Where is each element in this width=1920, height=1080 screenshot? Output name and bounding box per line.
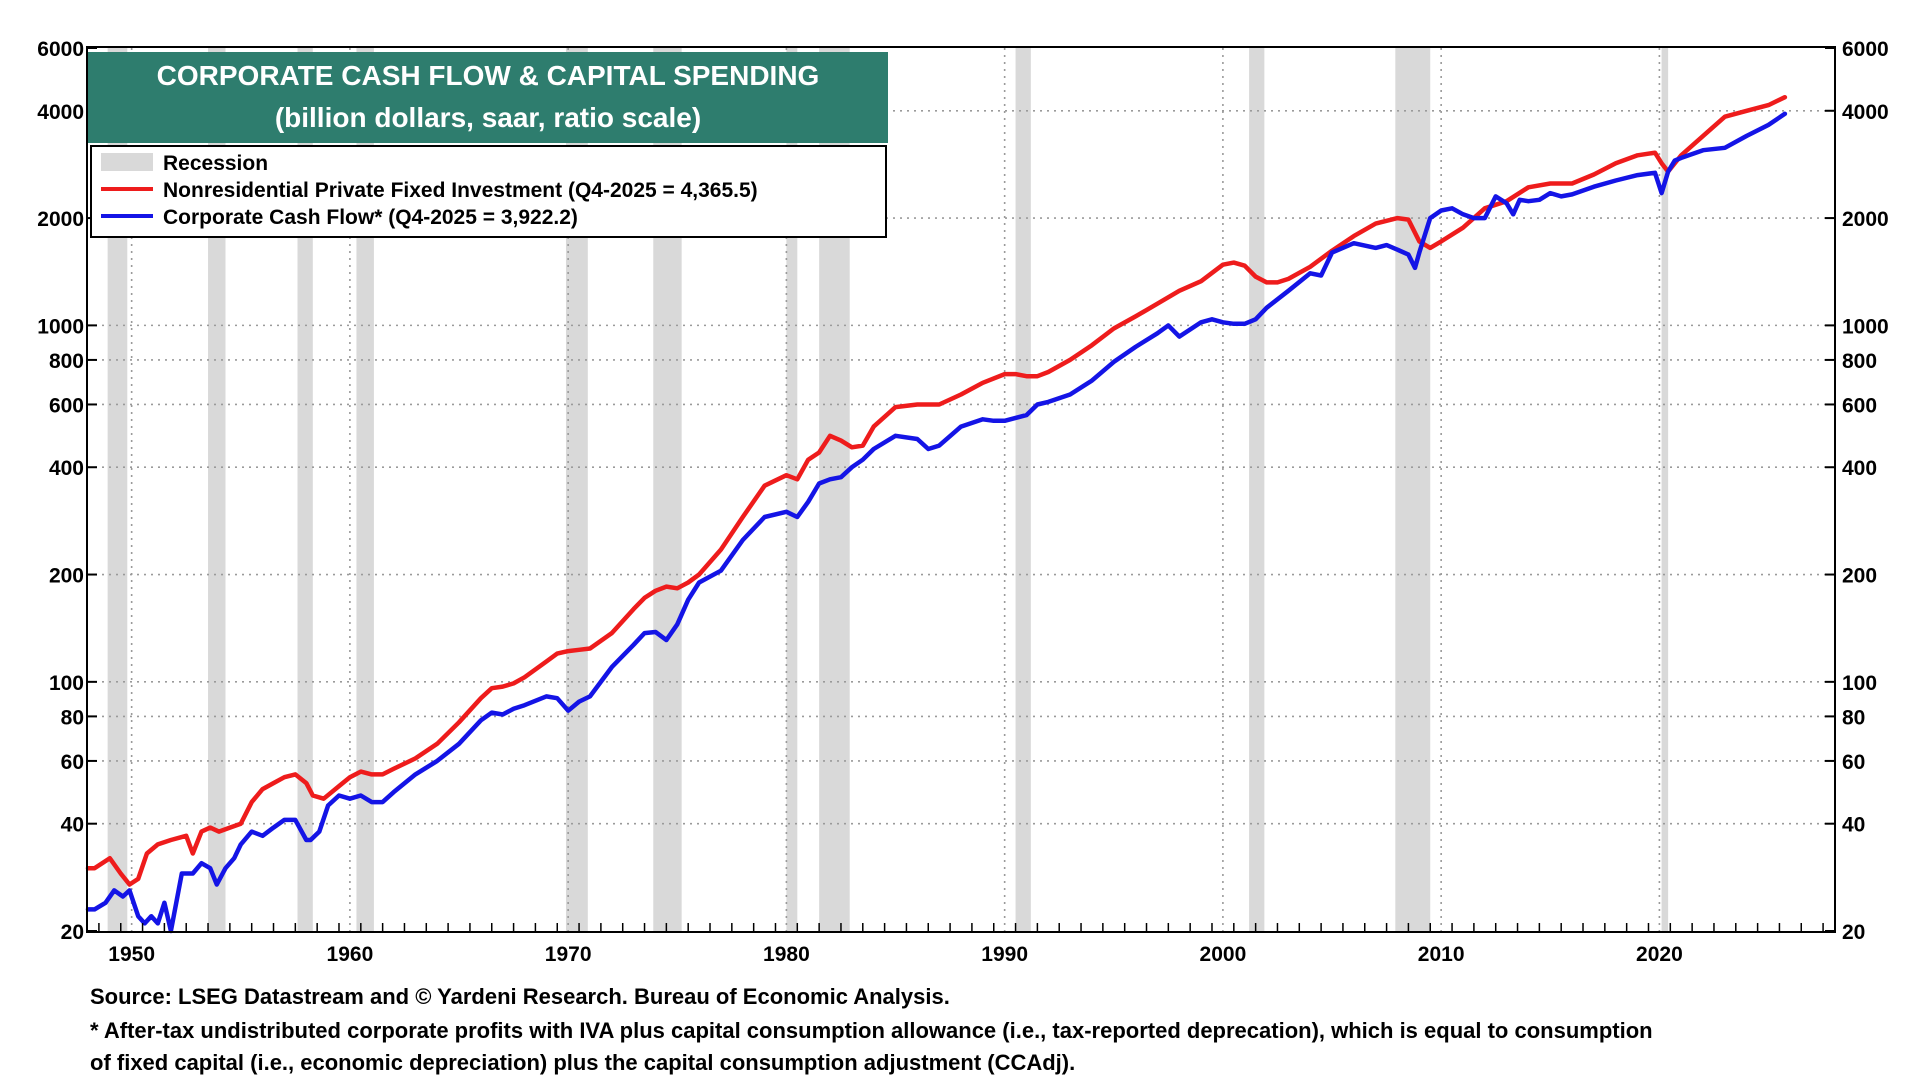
legend-cashflow-label: Corporate Cash Flow* (Q4-2025 = 3,922.2) xyxy=(163,206,578,229)
y-tick-label-left: 200 xyxy=(49,565,84,588)
plot-frame xyxy=(86,46,1836,933)
recession-band xyxy=(297,48,313,931)
y-tick-label-right: 2000 xyxy=(1842,208,1889,231)
chart-subtitle: (billion dollars, saar, ratio scale) xyxy=(275,102,701,133)
investment-line xyxy=(85,94,1788,887)
legend-box xyxy=(90,145,887,238)
x-tick-label: 1970 xyxy=(545,943,592,966)
y-tick-label-right: 80 xyxy=(1842,706,1865,729)
y-axis-labels-left: 20 40 60 80 100 200 400 600 800 1000 2000 4000 6000 xyxy=(37,38,84,944)
y-tick-label-left: 800 xyxy=(49,350,84,373)
chart-title: CORPORATE CASH FLOW & CAPITAL SPENDING xyxy=(157,60,820,91)
y-tick-label-right: 6000 xyxy=(1842,38,1889,61)
y-tick-label-left: 1000 xyxy=(37,315,84,338)
y-tick-label-right: 200 xyxy=(1842,565,1877,588)
recession-band xyxy=(208,48,226,931)
y-tick-label-left: 400 xyxy=(49,457,84,480)
y-axis-labels-right: 20 40 60 80 100 200 400 600 800 1000 2000 4000 6000 xyxy=(1842,38,1889,944)
y-tick-label-left: 40 xyxy=(61,814,84,837)
x-tick-label: 2000 xyxy=(1200,943,1247,966)
legend-recession-label: Recession xyxy=(163,152,268,175)
y-tick-label-left: 60 xyxy=(61,751,84,774)
y-tick-label-left: 6000 xyxy=(37,38,84,61)
x-tick-label: 2010 xyxy=(1418,943,1465,966)
y-tick-label-right: 60 xyxy=(1842,751,1865,774)
data-series xyxy=(85,94,1788,934)
y-tick-label-left: 80 xyxy=(61,706,84,729)
title-background xyxy=(88,52,888,143)
y-tick-label-right: 1000 xyxy=(1842,315,1889,338)
recession-band xyxy=(356,48,374,931)
legend-investment-label: Nonresidential Private Fixed Investment … xyxy=(163,179,758,202)
y-tick-label-right: 20 xyxy=(1842,921,1865,944)
legend-recession-swatch xyxy=(101,153,153,171)
axis-ticks xyxy=(88,47,1834,932)
source-note: Source: LSEG Datastream and © Yardeni Re… xyxy=(90,984,950,1009)
y-tick-label-right: 800 xyxy=(1842,350,1877,373)
recession-band xyxy=(1015,48,1031,931)
footnote-line-1: * After-tax undistributed corporate prof… xyxy=(90,1018,1653,1043)
y-tick-label-left: 20 xyxy=(61,921,84,944)
y-tick-label-right: 4000 xyxy=(1842,101,1889,124)
recession-band xyxy=(1661,48,1669,931)
x-tick-label: 1950 xyxy=(108,943,155,966)
title-box: CORPORATE CASH FLOW & CAPITAL SPENDING (… xyxy=(88,52,888,143)
x-tick-label: 1960 xyxy=(327,943,374,966)
recession-band xyxy=(786,48,798,931)
y-tick-label-left: 600 xyxy=(49,394,84,417)
y-tick-label-right: 600 xyxy=(1842,394,1877,417)
footnote-line-2: of fixed capital (i.e., economic depreci… xyxy=(90,1050,1076,1075)
y-tick-label-left: 2000 xyxy=(37,208,84,231)
cash-flow-line xyxy=(85,111,1788,934)
y-tick-label-left: 100 xyxy=(49,672,84,695)
y-tick-label-left: 4000 xyxy=(37,101,84,124)
x-tick-label: 1980 xyxy=(763,943,810,966)
y-tick-label-right: 400 xyxy=(1842,457,1877,480)
y-tick-label-right: 100 xyxy=(1842,672,1877,695)
x-tick-label: 1990 xyxy=(981,943,1028,966)
recession-band xyxy=(1249,48,1265,931)
x-axis-labels: 1950 1960 1970 1980 1990 2000 2010 2020 xyxy=(108,943,1682,966)
y-tick-label-right: 40 xyxy=(1842,814,1865,837)
recession-band xyxy=(1395,48,1431,931)
recession-band xyxy=(107,48,128,931)
x-tick-label: 2020 xyxy=(1636,943,1683,966)
legend: Recession Nonresidential Private Fixed I… xyxy=(90,145,887,238)
